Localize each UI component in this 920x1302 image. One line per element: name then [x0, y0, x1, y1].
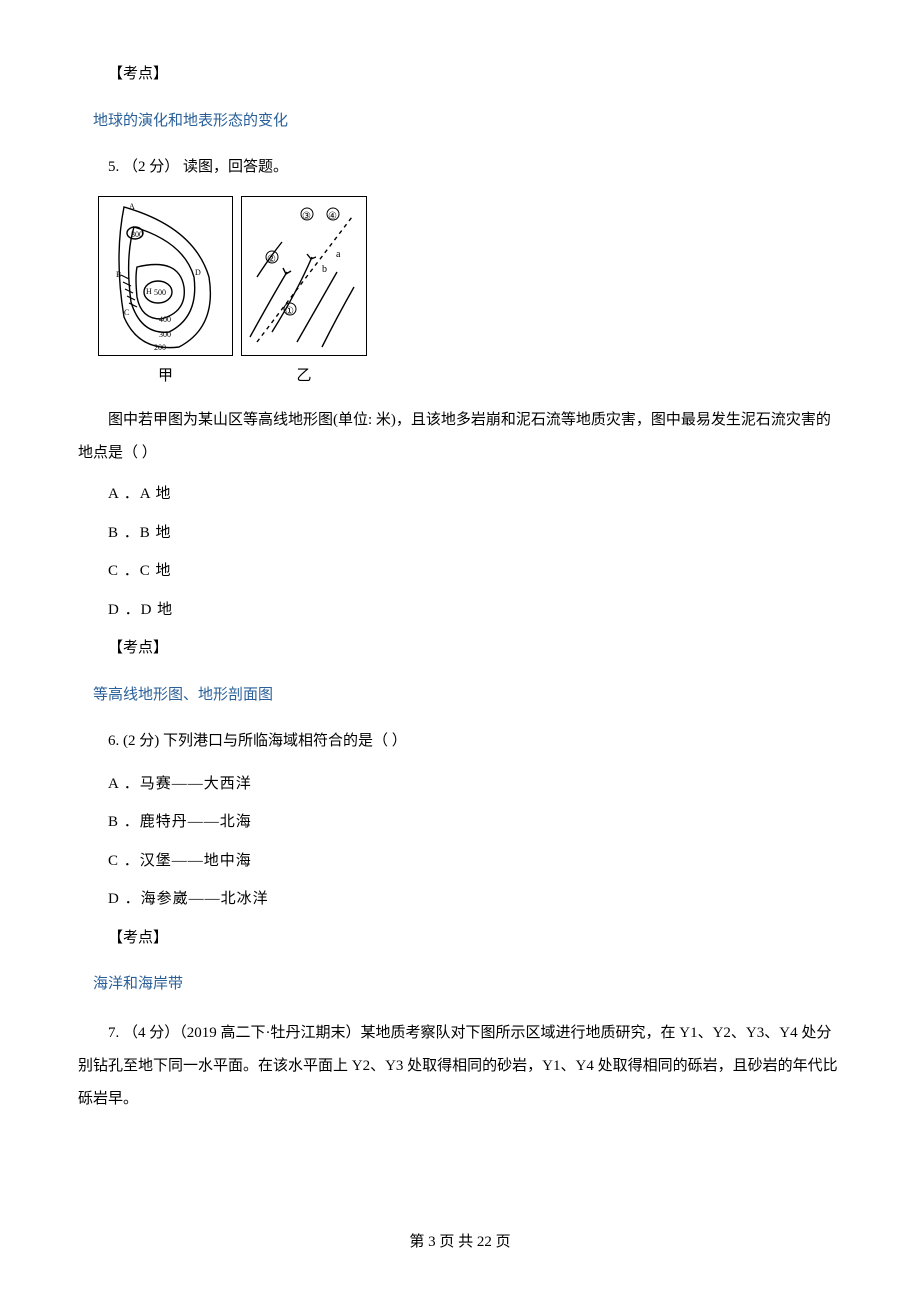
q7-intro: 7. （4 分）（2019 高二下·牡丹江期末）某地质考察队对下图所示区域进行地…	[78, 1017, 842, 1116]
contour-300a: 300	[131, 230, 143, 239]
figure-caption-row: 甲 乙	[98, 362, 842, 391]
q6-option-d: D ．海参崴——北冰洋	[78, 885, 842, 914]
label-c: C	[124, 308, 129, 317]
label-d: D	[195, 268, 201, 277]
caption-jia: 甲	[98, 362, 233, 391]
page-footer: 第 3 页 共 22 页	[0, 1228, 920, 1257]
q5-body: 图中若甲图为某山区等高线地形图(单位: 米)，且该地多岩崩和泥石流等地质灾害，图…	[78, 404, 842, 470]
figure-jia: A B C D H 300 500 400 300 200	[98, 196, 233, 356]
q5-option-a: A ．A 地	[78, 480, 842, 509]
q5-intro: 5. （2 分） 读图，回答题。	[78, 153, 842, 182]
q6-option-b: B ．鹿特丹——北海	[78, 808, 842, 837]
q6-exam-point-heading: 【考点】	[78, 924, 842, 953]
q5-option-d: D ．D 地	[78, 596, 842, 625]
topic-link-ocean-coast[interactable]: 海洋和海岸带	[78, 970, 842, 999]
label-b: B	[116, 270, 121, 279]
q5-option-c: C ．C 地	[78, 557, 842, 586]
svg-text:b: b	[322, 264, 327, 275]
contour-200: 200	[154, 343, 166, 352]
topic-link-contour-map[interactable]: 等高线地形图、地形剖面图	[78, 681, 842, 710]
contour-500: 500	[154, 288, 166, 297]
label-h: H	[146, 287, 152, 296]
contour-400: 400	[159, 315, 171, 324]
svg-text:a: a	[336, 249, 341, 260]
caption-yi: 乙	[241, 362, 367, 391]
contour-300b: 300	[159, 330, 171, 339]
q6-intro: 6. (2 分) 下列港口与所临海域相符合的是（ ）	[78, 727, 842, 756]
q6-option-a: A ．马赛——大西洋	[78, 770, 842, 799]
q5-exam-point-heading: 【考点】	[78, 634, 842, 663]
exam-point-heading-prev: 【考点】	[78, 60, 842, 89]
label-a: A	[129, 202, 135, 211]
topic-link-earth-evolution[interactable]: 地球的演化和地表形态的变化	[78, 107, 842, 136]
q6-option-c: C ．汉堡——地中海	[78, 847, 842, 876]
figure-yi: ① ② ③ ④ b a	[241, 196, 367, 356]
q5-figure-row: A B C D H 300 500 400 300 200	[98, 196, 842, 356]
q5-option-b: B ．B 地	[78, 519, 842, 548]
